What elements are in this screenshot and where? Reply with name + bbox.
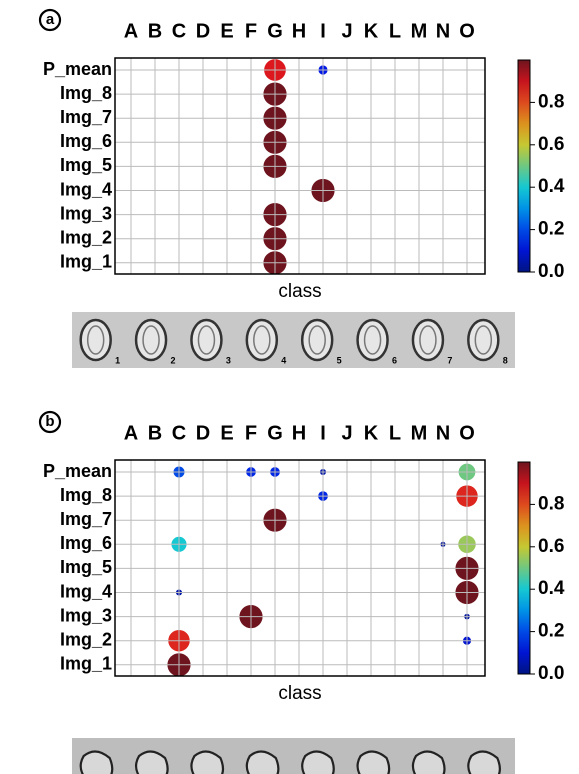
panel-label: b bbox=[45, 413, 54, 430]
colorbar-tick-label: 0.8 bbox=[538, 493, 564, 514]
image-number: 2 bbox=[171, 355, 176, 365]
x-tick-label: A bbox=[124, 422, 138, 444]
x-tick-label: B bbox=[148, 20, 162, 42]
x-tick-label: G bbox=[267, 20, 283, 42]
x-tick-label: I bbox=[320, 422, 326, 444]
colorbar-tick-label: 0.4 bbox=[538, 578, 565, 599]
colorbar bbox=[518, 462, 530, 674]
colorbar-tick-label: 0.4 bbox=[538, 176, 565, 197]
colorbar-tick-label: 0.6 bbox=[538, 134, 564, 155]
y-tick-label: Img_7 bbox=[60, 509, 112, 529]
x-tick-label: N bbox=[436, 422, 450, 444]
y-tick-label: Img_4 bbox=[60, 179, 112, 199]
colorbar-tick-label: 0.2 bbox=[538, 621, 564, 642]
image-number: 5 bbox=[337, 355, 342, 365]
x-tick-label: L bbox=[389, 422, 401, 444]
x-tick-label: B bbox=[148, 422, 162, 444]
y-tick-label: Img_7 bbox=[60, 107, 112, 127]
x-tick-label: A bbox=[124, 20, 138, 42]
y-tick-label: Img_8 bbox=[60, 485, 112, 505]
x-tick-label: L bbox=[389, 20, 401, 42]
x-tick-label: C bbox=[172, 422, 186, 444]
x-tick-label: M bbox=[411, 20, 428, 42]
x-tick-label: D bbox=[196, 20, 210, 42]
x-tick-label: I bbox=[320, 20, 326, 42]
x-tick-label: E bbox=[220, 20, 233, 42]
y-tick-label: Img_4 bbox=[60, 581, 112, 601]
x-tick-label: E bbox=[220, 422, 233, 444]
x-tick-label: M bbox=[411, 422, 428, 444]
colorbar bbox=[518, 60, 530, 272]
x-tick-label: N bbox=[436, 20, 450, 42]
y-tick-label: Img_2 bbox=[60, 629, 112, 649]
image-number: 7 bbox=[447, 355, 452, 365]
x-tick-label: G bbox=[267, 422, 283, 444]
image-number: 1 bbox=[115, 355, 120, 365]
image-number: 8 bbox=[503, 355, 508, 365]
x-tick-label: K bbox=[364, 422, 379, 444]
image-number: 4 bbox=[281, 355, 286, 365]
colorbar-tick-label: 0.0 bbox=[538, 261, 564, 282]
x-tick-label: F bbox=[245, 20, 257, 42]
y-tick-label: Img_6 bbox=[60, 131, 112, 151]
x-tick-label: J bbox=[341, 422, 352, 444]
y-tick-label: Img_1 bbox=[60, 654, 112, 674]
figure: aABCDEFGHIJKLMNOP_meanImg_8Img_7Img_6Img… bbox=[0, 0, 579, 774]
y-tick-label: P_mean bbox=[43, 59, 112, 79]
colorbar-tick-label: 0.0 bbox=[538, 663, 564, 684]
colorbar-tick-label: 0.8 bbox=[538, 91, 564, 112]
y-tick-label: Img_2 bbox=[60, 227, 112, 247]
x-tick-label: D bbox=[196, 422, 210, 444]
y-tick-label: Img_5 bbox=[60, 155, 112, 175]
x-tick-label: H bbox=[292, 20, 306, 42]
y-tick-label: Img_1 bbox=[60, 252, 112, 272]
x-axis-label: class bbox=[278, 683, 321, 704]
x-tick-label: H bbox=[292, 422, 306, 444]
x-tick-label: O bbox=[459, 422, 475, 444]
x-tick-label: C bbox=[172, 20, 186, 42]
y-tick-label: Img_5 bbox=[60, 557, 112, 577]
x-tick-label: F bbox=[245, 422, 257, 444]
y-tick-label: Img_3 bbox=[60, 203, 112, 223]
colorbar-tick-label: 0.6 bbox=[538, 536, 564, 557]
panel-label: a bbox=[46, 11, 55, 28]
x-tick-label: O bbox=[459, 20, 475, 42]
image-number: 6 bbox=[392, 355, 397, 365]
y-tick-label: Img_6 bbox=[60, 533, 112, 553]
y-tick-label: Img_3 bbox=[60, 605, 112, 625]
y-tick-label: Img_8 bbox=[60, 83, 112, 103]
x-axis-label: class bbox=[278, 281, 321, 302]
y-tick-label: P_mean bbox=[43, 461, 112, 481]
x-tick-label: K bbox=[364, 20, 379, 42]
colorbar-tick-label: 0.2 bbox=[538, 219, 564, 240]
x-tick-label: J bbox=[341, 20, 352, 42]
image-number: 3 bbox=[226, 355, 231, 365]
